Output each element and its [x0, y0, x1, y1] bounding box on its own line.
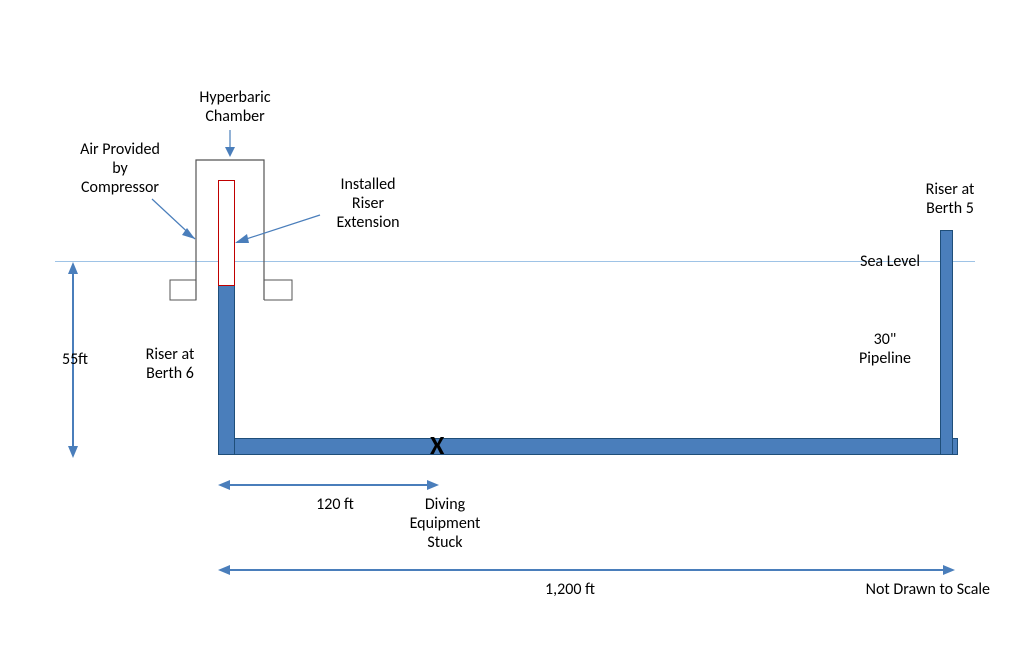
label-riser-berth6: Riser at Berth 6 [125, 345, 215, 383]
label-hyperbaric-chamber: Hyperbaric Chamber [180, 88, 290, 126]
riser-extension [218, 180, 235, 286]
label-riser-berth5: Riser at Berth 5 [900, 180, 1000, 218]
riser-berth5-pipe [940, 230, 953, 455]
label-pipeline-size: 30" Pipeline [840, 330, 930, 368]
stuck-marker: X [430, 429, 444, 461]
label-sea-level: Sea Level [830, 252, 920, 271]
label-diving-stuck: Diving Equipment Stuck [395, 495, 495, 553]
label-riser-extension: Installed Riser Extension [318, 175, 418, 233]
label-scale-note: Not Drawn to Scale [810, 580, 990, 599]
seabed-pipeline [218, 438, 958, 455]
label-air-compressor: Air Provided by Compressor [60, 140, 180, 198]
dim-vertical-depth: 55ft [50, 350, 100, 369]
dim-total-length: 1,200 ft [520, 580, 620, 599]
hyperbaric-chamber-outline [0, 0, 1024, 646]
dim-stuck-distance: 120 ft [300, 495, 370, 514]
riser-berth6-pipe [218, 285, 235, 455]
